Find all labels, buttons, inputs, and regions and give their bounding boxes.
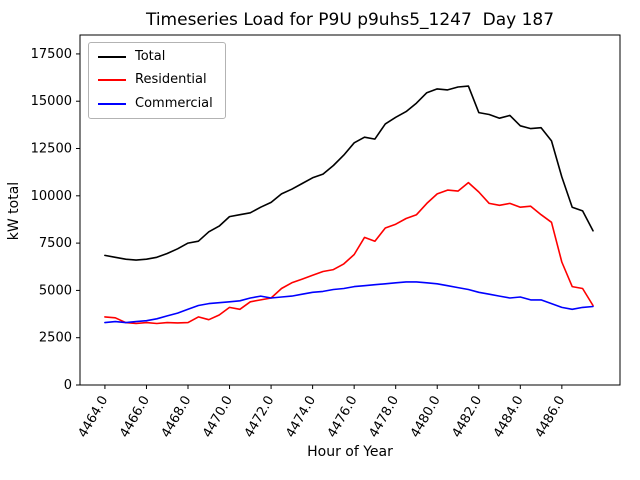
x-tick-label: 4480.0: [408, 394, 444, 441]
x-tick-label: 4470.0: [200, 394, 236, 441]
legend-row-commercial: Commercial: [98, 95, 213, 111]
x-axis-label: Hour of Year: [307, 444, 393, 460]
legend: Total Residential Commercial: [88, 42, 226, 119]
legend-line-sample: [98, 102, 126, 105]
chart-title: Timeseries Load for P9U p9uhs5_1247 Day …: [145, 10, 555, 30]
x-tick-label: 4482.0: [449, 394, 485, 441]
y-tick-label: 12500: [31, 142, 72, 157]
x-tick-label: 4468.0: [159, 394, 195, 441]
y-tick-label: 2500: [39, 331, 72, 346]
y-tick-label: 5000: [39, 283, 72, 298]
legend-line-sample: [98, 79, 126, 82]
y-tick-label: 10000: [31, 189, 72, 204]
x-tick-label: 4466.0: [117, 394, 153, 441]
series-line-residential: [104, 181, 594, 325]
y-tick-label: 15000: [31, 94, 72, 109]
legend-label: Commercial: [135, 95, 213, 111]
legend-row-total: Total: [98, 49, 213, 64]
y-tick-label: 0: [64, 378, 72, 393]
x-tick-label: 4474.0: [283, 394, 319, 441]
x-tick-label: 4486.0: [533, 394, 569, 441]
legend-label: Total: [135, 49, 166, 64]
series-line-total: [104, 85, 594, 261]
y-tick-label: 17500: [31, 47, 72, 62]
legend-row-residential: Residential: [98, 72, 213, 88]
series-line-commercial: [104, 281, 594, 324]
plot-border: [79, 34, 621, 386]
legend-line-sample: [98, 56, 126, 59]
y-axis-label: kW total: [6, 181, 22, 241]
x-tick-label: 4472.0: [242, 394, 278, 441]
x-tick-label: 4476.0: [325, 394, 361, 441]
x-tick-label: 4484.0: [491, 394, 527, 441]
x-tick-label: 4478.0: [366, 394, 402, 441]
legend-label: Residential: [135, 72, 207, 88]
y-tick-label: 7500: [39, 236, 72, 251]
x-tick-label: 4464.0: [76, 394, 112, 441]
